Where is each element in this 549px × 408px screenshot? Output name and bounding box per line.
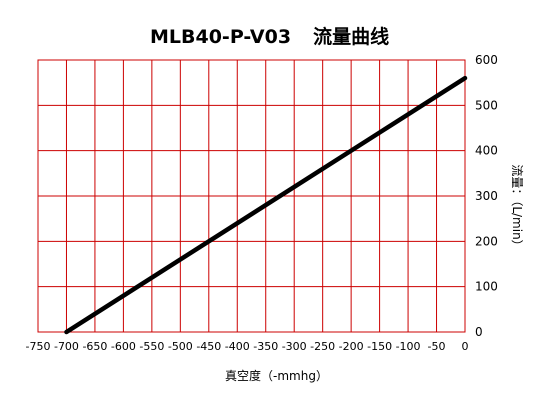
y-tick-label: 100 — [475, 280, 498, 294]
y-tick-label: 600 — [475, 53, 498, 67]
y-tick-label: 300 — [475, 189, 498, 203]
x-tick-label: -150 — [367, 340, 392, 353]
y-axis-label: 流量：（L/min） — [510, 164, 524, 251]
x-tick-label: -650 — [82, 340, 107, 353]
series-line — [64, 75, 468, 335]
chart-subtitle: 流量曲线 — [313, 26, 390, 48]
y-tick-label: 500 — [475, 98, 498, 112]
chart-title-row: MLB40-P-V03 流量曲线 — [150, 22, 450, 49]
x-tick-label: 0 — [462, 340, 469, 353]
x-tick-label: -100 — [396, 340, 421, 353]
y-tick-label: 0 — [475, 325, 483, 339]
x-tick-label: -700 — [54, 340, 79, 353]
x-tick-label: -300 — [282, 340, 307, 353]
x-tick-label: -600 — [111, 340, 136, 353]
x-tick-label: -400 — [225, 340, 250, 353]
x-tick-label: -750 — [26, 340, 51, 353]
x-tick-label: -550 — [139, 340, 164, 353]
x-tick-label: -200 — [339, 340, 364, 353]
x-axis-label: 真空度（-mmhg） — [225, 368, 328, 383]
x-tick-label: -250 — [310, 340, 335, 353]
x-tick-label: -450 — [196, 340, 221, 353]
x-tick-label: -500 — [168, 340, 193, 353]
chart-title: MLB40-P-V03 — [150, 26, 292, 48]
y-tick-label: 400 — [475, 144, 498, 158]
y-tick-label: 200 — [475, 234, 498, 248]
x-tick-label: -350 — [253, 340, 278, 353]
x-tick-label: -50 — [428, 340, 446, 353]
